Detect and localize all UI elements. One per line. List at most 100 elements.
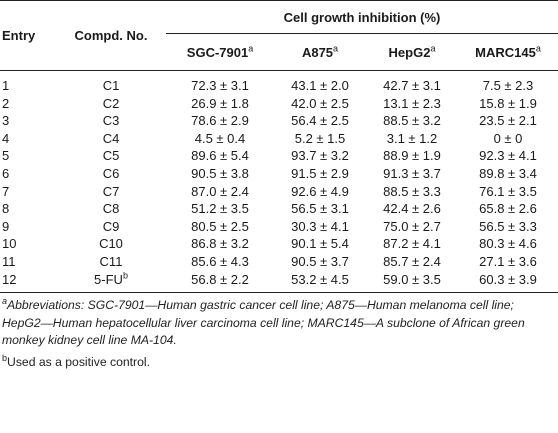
header-sgc-7901: SGC-7901a (166, 34, 274, 71)
table-row: 8 C8 51.2 ± 3.5 56.5 ± 3.1 42.4 ± 2.6 65… (0, 200, 558, 218)
cell-a875: 90.1 ± 5.4 (291, 236, 349, 252)
cell-marc: 23.5 ± 2.1 (479, 113, 537, 129)
cell-entry: 11 (2, 253, 16, 269)
cell-sgc: 78.6 ± 2.9 (191, 113, 249, 129)
header-compd-no: Compd. No. (74, 28, 148, 43)
cell-sgc: 80.5 ± 2.5 (191, 218, 249, 234)
cell-marc: 92.3 ± 4.1 (479, 148, 537, 164)
cell-marc: 56.5 ± 3.3 (479, 218, 537, 234)
footnote-b-marker: b (2, 352, 8, 363)
cell-sgc: 86.8 ± 3.2 (191, 236, 249, 252)
cell-sgc: 56.8 ± 2.2 (191, 271, 249, 287)
cell-hepg2: 75.0 ± 2.7 (383, 218, 441, 234)
cell-a875: 90.5 ± 3.7 (291, 253, 349, 269)
table-row: 2 C2 26.9 ± 1.8 42.0 ± 2.5 13.1 ± 2.3 15… (0, 95, 558, 113)
cell-marc: 60.3 ± 3.9 (479, 271, 537, 287)
header-marc145-label: MARC145 (475, 44, 536, 60)
cell-marc: 76.1 ± 3.5 (479, 183, 537, 199)
header-marc145: MARC145a (458, 34, 558, 71)
cell-compd: C7 (102, 183, 120, 199)
cell-entry: 4 (2, 130, 10, 146)
cell-entry: 1 (2, 78, 10, 93)
cell-marc: 7.5 ± 2.3 (482, 78, 534, 93)
header-row-group: Entry Compd. No. Cell growth inhibition … (0, 0, 558, 43)
cell-a875: 43.1 ± 2.0 (291, 78, 349, 93)
cell-a875: 5.2 ± 1.5 (294, 130, 346, 146)
cell-sgc: 72.3 ± 3.1 (191, 78, 249, 93)
cell-hepg2: 88.5 ± 3.2 (383, 113, 441, 129)
cell-entry: 6 (2, 165, 10, 181)
cell-hepg2: 59.0 ± 3.5 (383, 271, 441, 287)
cell-entry: 10 (2, 236, 17, 252)
cell-hepg2: 42.4 ± 2.6 (383, 201, 441, 217)
table-row: 7 C7 87.0 ± 2.4 92.6 ± 4.9 88.5 ± 3.3 76… (0, 183, 558, 201)
table-row: 3 C3 78.6 ± 2.9 56.4 ± 2.5 88.5 ± 3.2 23… (0, 112, 558, 130)
cell-compd: C8 (102, 201, 120, 217)
compd-label: 5-FU (94, 271, 123, 287)
footnote-a: aAbbreviations: SGC-7901—Human gastric c… (2, 297, 554, 350)
inhibition-table: Entry Compd. No. Cell growth inhibition … (0, 0, 558, 293)
cell-sgc: 87.0 ± 2.4 (191, 183, 249, 199)
cell-hepg2: 91.3 ± 3.7 (383, 165, 441, 181)
cell-hepg2: 42.7 ± 3.1 (383, 78, 441, 93)
cell-sgc: 26.9 ± 1.8 (191, 95, 249, 111)
cell-a875: 30.3 ± 4.1 (291, 218, 349, 234)
cell-marc: 80.3 ± 4.6 (479, 236, 537, 252)
cell-hepg2: 85.7 ± 2.4 (383, 253, 441, 269)
table-row: 4 C4 4.5 ± 0.4 5.2 ± 1.5 3.1 ± 1.2 0 ± 0 (0, 130, 558, 148)
cell-hepg2: 3.1 ± 1.2 (386, 130, 438, 146)
cell-compd: C4 (102, 130, 120, 146)
cell-a875: 56.4 ± 2.5 (291, 113, 349, 129)
cell-entry: 12 (2, 271, 17, 287)
cell-sgc: 85.6 ± 4.3 (191, 253, 249, 269)
footnote-b: bUsed as a positive control. (2, 352, 554, 372)
footnote-a-marker: a (2, 296, 8, 307)
cell-entry: 9 (2, 218, 10, 234)
cell-a875: 56.5 ± 3.1 (291, 201, 349, 217)
cell-a875: 53.2 ± 4.5 (291, 271, 349, 287)
cell-a875: 42.0 ± 2.5 (291, 95, 349, 111)
table-body: 1 C1 72.3 ± 3.1 43.1 ± 2.0 42.7 ± 3.1 7.… (0, 71, 558, 293)
cell-sgc: 89.6 ± 5.4 (191, 148, 249, 164)
footnote-marker-a: a (248, 43, 254, 54)
table-row: 11 C11 85.6 ± 4.3 90.5 ± 3.7 85.7 ± 2.4 … (0, 253, 558, 271)
cell-entry: 3 (2, 113, 10, 129)
header-a875: A875a (274, 34, 366, 71)
footnote-b-text: Used as a positive control. (7, 354, 150, 369)
cell-compd: C3 (102, 113, 120, 129)
table-container: Entry Compd. No. Cell growth inhibition … (0, 0, 558, 371)
cell-hepg2: 13.1 ± 2.3 (383, 95, 441, 111)
footnote-marker-a: a (333, 43, 339, 54)
header-cell-growth-inhibition: Cell growth inhibition (%) (166, 0, 558, 34)
footnote-marker-b: b (122, 270, 128, 281)
cell-marc: 0 ± 0 (493, 130, 523, 146)
table-row: 12 5-FUb 56.8 ± 2.2 53.2 ± 4.5 59.0 ± 3.… (0, 271, 558, 293)
cell-hepg2: 87.2 ± 4.1 (383, 236, 441, 252)
header-a875-label: A875 (301, 44, 334, 60)
cell-entry: 8 (2, 201, 10, 217)
footnote-marker-a: a (430, 43, 436, 54)
cell-entry: 2 (2, 95, 10, 111)
table-footnotes: aAbbreviations: SGC-7901—Human gastric c… (0, 293, 558, 371)
cell-marc: 65.8 ± 2.6 (479, 201, 537, 217)
header-row-cell-lines: SGC-7901a A875a HepG2a MARC145a (0, 34, 558, 71)
cell-hepg2: 88.5 ± 3.3 (383, 183, 441, 199)
table-row: 1 C1 72.3 ± 3.1 43.1 ± 2.0 42.7 ± 3.1 7.… (0, 71, 558, 95)
cell-a875: 91.5 ± 2.9 (291, 165, 349, 181)
cell-compd: C10 (99, 236, 123, 252)
cell-a875: 93.7 ± 3.2 (291, 148, 349, 164)
table-row: 10 C10 86.8 ± 3.2 90.1 ± 5.4 87.2 ± 4.1 … (0, 235, 558, 253)
cell-entry: 7 (2, 183, 10, 199)
cell-compd: C6 (102, 165, 120, 181)
cell-compd: C5 (102, 148, 120, 164)
footnote-a-text: Abbreviations: SGC-7901—Human gastric ca… (2, 298, 525, 348)
header-hepg2-label: HepG2 (388, 44, 431, 60)
header-entry: Entry (2, 28, 36, 43)
cell-compd: C11 (99, 253, 123, 269)
cell-marc: 15.8 ± 1.9 (479, 95, 537, 111)
cell-sgc: 51.2 ± 3.5 (191, 201, 249, 217)
cell-marc: 27.1 ± 3.6 (479, 253, 537, 269)
cell-entry: 5 (2, 148, 10, 164)
header-sgc-label: SGC-7901 (186, 44, 249, 60)
cell-hepg2: 88.9 ± 1.9 (383, 148, 441, 164)
